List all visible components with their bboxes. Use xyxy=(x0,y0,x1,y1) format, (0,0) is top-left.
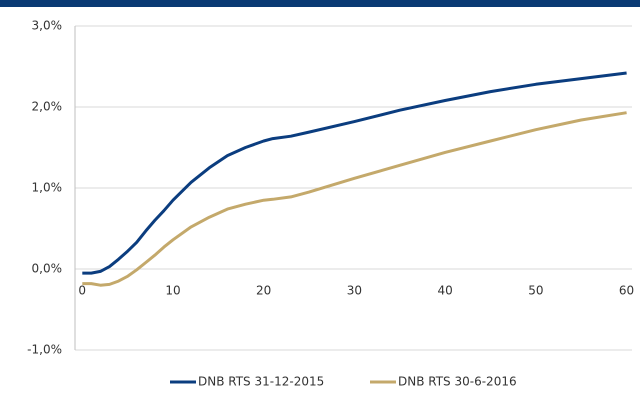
x-tick-label: 60 xyxy=(619,284,634,298)
top-band xyxy=(0,0,640,7)
y-tick-label: 2,0% xyxy=(32,100,63,114)
x-tick-label: 10 xyxy=(165,284,180,298)
y-tick-label: 3,0% xyxy=(32,19,63,33)
x-tick-label: 40 xyxy=(437,284,452,298)
y-tick-label: 1,0% xyxy=(32,181,63,195)
x-tick-label: 0 xyxy=(78,284,86,298)
line-series xyxy=(82,111,627,287)
y-tick-label: 0,0% xyxy=(32,262,63,276)
line-series xyxy=(82,71,627,275)
x-tick-label: 30 xyxy=(347,284,362,298)
legend-label: DNB RTS 31-12-2015 xyxy=(198,375,324,389)
legend-label: DNB RTS 30-6-2016 xyxy=(398,375,517,389)
x-tick-label: 50 xyxy=(528,284,543,298)
y-tick-label: -1,0% xyxy=(27,343,62,357)
x-tick-label: 20 xyxy=(256,284,271,298)
